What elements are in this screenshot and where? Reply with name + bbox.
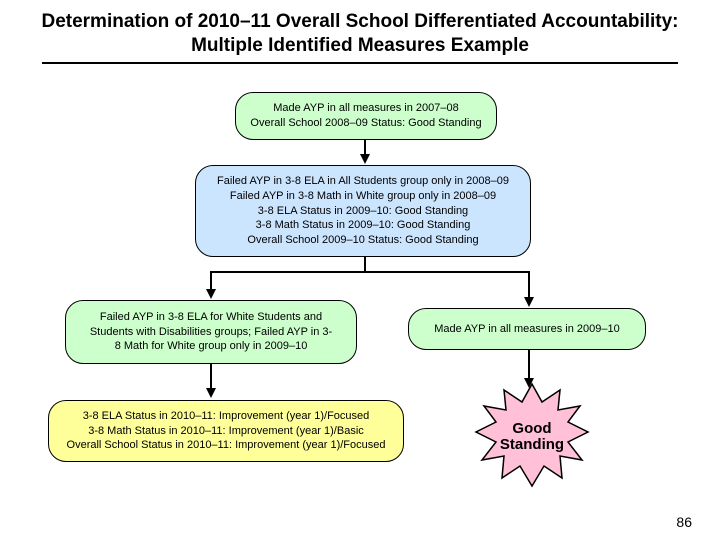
flow-node-failed-2009-10: Failed AYP in 3-8 ELA for White Students… [65,300,357,364]
arrow-2-left [210,271,212,291]
arrow-2-hbar [210,271,530,273]
arrow-2-right-head [524,297,534,307]
arrow-2-stem [364,257,366,271]
flow-node-2008-09: Failed AYP in 3-8 ELA in All Students gr… [195,165,531,257]
star-label: Good Standing [497,421,567,454]
arrow-3 [210,364,212,390]
flow-node-made-2009-10: Made AYP in all measures in 2009–10 [408,308,646,350]
page-number: 86 [676,514,692,530]
arrow-3-head [206,388,216,398]
arrow-4 [528,350,530,380]
flow-node-2010-11-status: 3-8 ELA Status in 2010–11: Improvement (… [48,400,404,462]
flow-node-2007-08: Made AYP in all measures in 2007–08Overa… [235,92,497,140]
arrow-2-right [528,271,530,299]
page-title: Determination of 2010–11 Overall School … [0,0,720,62]
good-standing-star: Good Standing [472,382,592,492]
arrow-2-left-head [206,289,216,299]
title-underline [42,62,678,64]
arrow-1-head [360,154,370,164]
